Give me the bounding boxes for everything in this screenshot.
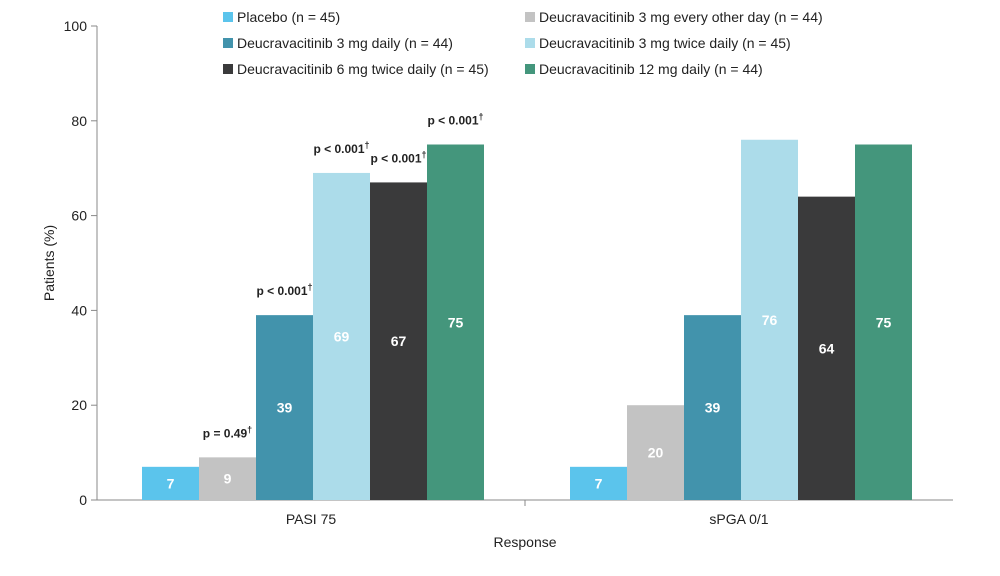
legend-swatch bbox=[223, 38, 233, 48]
p-value-label: p = 0.49† bbox=[203, 424, 252, 440]
bar bbox=[142, 466, 199, 500]
bar-value-label: 9 bbox=[224, 471, 232, 487]
y-ticks: 0 20 40 60 80 100 bbox=[64, 18, 97, 508]
y-tick-label: 80 bbox=[71, 113, 87, 129]
p-value-label: p < 0.001† bbox=[370, 149, 426, 165]
legend-swatch bbox=[223, 64, 233, 74]
category-labels: PASI 75 sPGA 0/1 bbox=[286, 500, 769, 527]
bar-value-label: 7 bbox=[167, 475, 175, 491]
p-value-label: p < 0.001† bbox=[313, 140, 369, 156]
category-label: sPGA 0/1 bbox=[709, 511, 768, 527]
legend: Placebo (n = 45) Deucravacitinib 3 mg eve… bbox=[223, 9, 823, 77]
bar bbox=[627, 405, 684, 500]
bar-value-label: 67 bbox=[391, 333, 407, 349]
bar-value-label: 7 bbox=[595, 475, 603, 491]
bar-value-label: 20 bbox=[648, 445, 664, 461]
y-tick-label: 0 bbox=[79, 492, 87, 508]
bar bbox=[570, 466, 627, 500]
legend-label: Placebo (n = 45) bbox=[237, 9, 340, 25]
bar bbox=[684, 315, 741, 500]
y-tick-label: 20 bbox=[71, 397, 87, 413]
legend-swatch bbox=[525, 64, 535, 74]
legend-label: Deucravacitinib 6 mg twice daily (n = 45… bbox=[237, 61, 489, 77]
bar bbox=[370, 182, 427, 501]
bar bbox=[427, 144, 484, 500]
category-label: PASI 75 bbox=[286, 511, 337, 527]
legend-swatch bbox=[525, 38, 535, 48]
bar bbox=[313, 172, 370, 500]
bar-value-label: 75 bbox=[448, 314, 464, 330]
bars: 7 9 p = 0.49† 39 p < 0.001† 69 p < 0.001† 67 p <… bbox=[142, 112, 912, 501]
y-axis-title: Patients (%) bbox=[41, 225, 57, 301]
bar bbox=[741, 139, 798, 500]
bar-value-label: 39 bbox=[705, 400, 721, 416]
y-tick-label: 100 bbox=[64, 18, 88, 34]
bar bbox=[199, 457, 256, 500]
bar-value-label: 75 bbox=[876, 314, 892, 330]
bar-value-label: 76 bbox=[762, 312, 778, 328]
y-tick-label: 60 bbox=[71, 208, 87, 224]
legend-swatch bbox=[223, 12, 233, 22]
legend-label: Deucravacitinib 12 mg daily (n = 44) bbox=[539, 61, 763, 77]
bar bbox=[798, 196, 855, 500]
x-axis-title: Response bbox=[493, 534, 556, 550]
p-value-label: p < 0.001† bbox=[256, 282, 312, 298]
bar-value-label: 64 bbox=[819, 340, 835, 356]
legend-label: Deucravacitinib 3 mg daily (n = 44) bbox=[237, 35, 453, 51]
bar bbox=[855, 144, 912, 500]
bar bbox=[256, 315, 313, 500]
legend-label: Deucravacitinib 3 mg every other day (n … bbox=[539, 9, 823, 25]
y-tick-label: 40 bbox=[71, 302, 87, 318]
legend-label: Deucravacitinib 3 mg twice daily (n = 45… bbox=[539, 35, 791, 51]
bar-value-label: 39 bbox=[277, 400, 293, 416]
legend-swatch bbox=[525, 12, 535, 22]
p-value-label: p < 0.001† bbox=[427, 112, 483, 128]
bar-value-label: 69 bbox=[334, 328, 350, 344]
